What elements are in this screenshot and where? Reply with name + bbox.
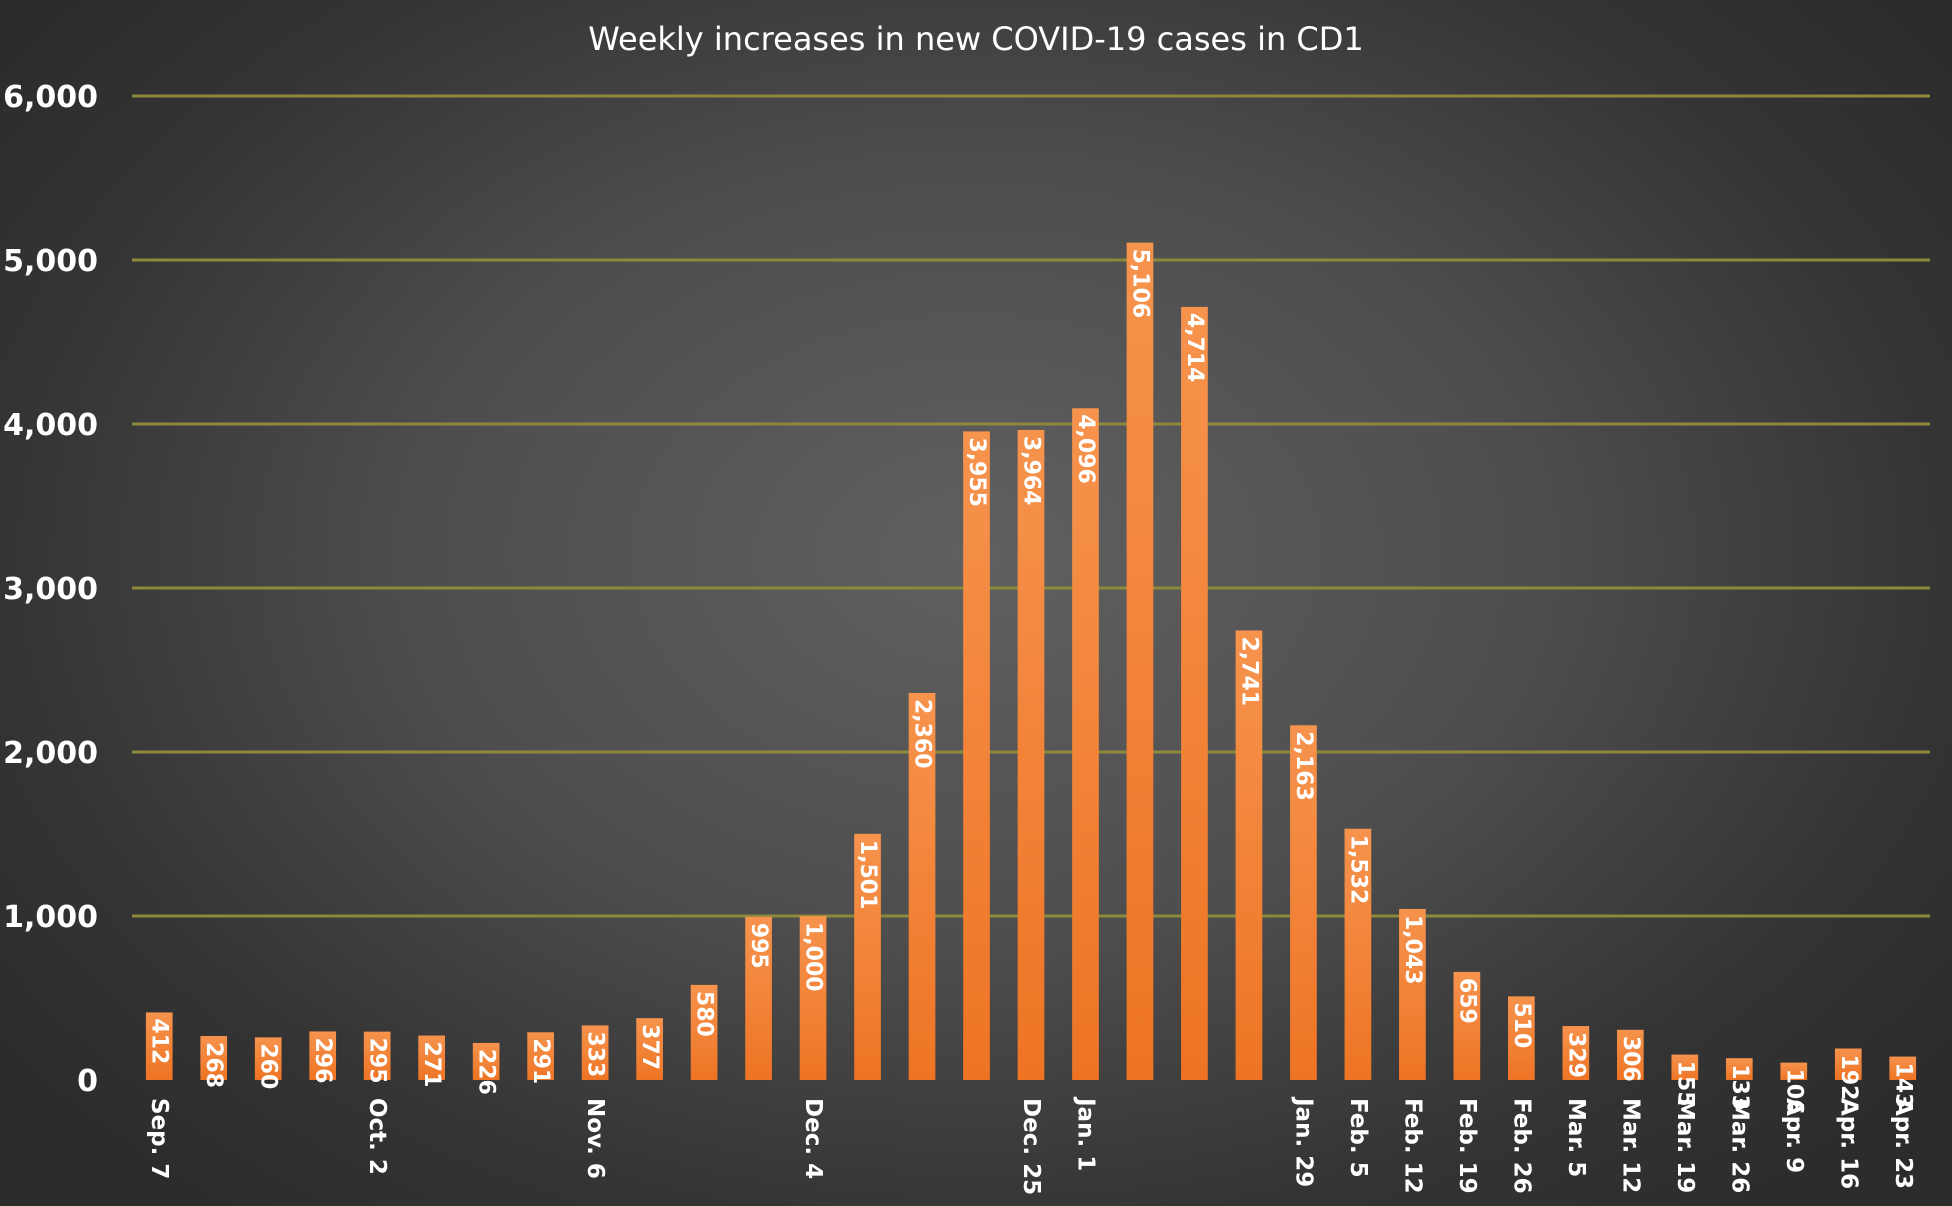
x-axis-ticks: Sep. 7 Oct. 2 Nov. 6 Dec. 4 Dec. 25 Jan. 1 Jan… [146,1096,1916,1195]
data-label: 2,163 [1291,731,1316,801]
data-label: 271 [419,1042,444,1088]
x-tick-label: Apr. 23 [1890,1098,1916,1189]
data-label: 268 [201,1042,226,1088]
bars [145,242,1917,1081]
x-tick-label: Nov. 6 [582,1098,608,1179]
data-label: 291 [528,1038,553,1084]
bar [745,916,772,1080]
x-tick-label: Jan. 29 [1290,1096,1316,1187]
x-tick-label: Dec. 4 [800,1098,826,1179]
data-label: 260 [256,1043,281,1089]
bar [1290,725,1317,1080]
x-tick-label: Apr. 9 [1781,1098,1807,1173]
bar [690,984,718,1080]
data-label: 377 [637,1024,662,1070]
data-label: 5,106 [1127,249,1152,319]
bar [1235,630,1263,1080]
data-label: 1,501 [855,840,880,910]
x-tick-label: Mar. 5 [1563,1098,1589,1177]
data-label: 1,532 [1345,835,1370,905]
y-tick-label: 4,000 [3,408,98,443]
bar [1453,971,1481,1080]
bar [254,1037,282,1080]
data-label: 329 [1563,1032,1588,1078]
x-tick-label: Oct. 2 [364,1098,390,1175]
data-label: 659 [1454,978,1479,1024]
data-label: 2,360 [910,699,935,769]
x-tick-label: Dec. 25 [1018,1098,1044,1195]
bar [200,1036,228,1080]
bar [472,1042,500,1080]
bar [1181,306,1208,1080]
bar [363,1031,391,1080]
data-label: 4,096 [1073,414,1098,484]
y-tick-label: 0 [77,1064,98,1099]
bar [636,1018,663,1080]
bar [145,1012,173,1080]
bar [1725,1058,1753,1080]
x-tick-label: Sep. 7 [146,1098,172,1179]
y-axis-ticks: 0 1,000 2,000 3,000 4,000 5,000 6,000 [3,80,98,1099]
data-label: 2,741 [1236,636,1261,706]
bar [1344,828,1372,1080]
bar [963,431,990,1080]
bar [854,833,881,1080]
data-label: 412 [147,1018,172,1064]
data-label: 155 [1672,1061,1697,1107]
data-label: 333 [583,1031,608,1077]
bar [1889,1056,1917,1080]
bar [309,1031,337,1080]
x-tick-label: Feb. 19 [1454,1098,1480,1194]
data-label: 143 [1890,1063,1915,1109]
y-tick-label: 5,000 [3,244,98,279]
bar [1399,908,1426,1080]
bar [1508,996,1535,1080]
bar [1072,408,1099,1081]
x-tick-label: Feb. 12 [1399,1098,1425,1194]
chart-title: Weekly increases in new COVID-19 cases i… [588,20,1364,58]
bar [1780,1062,1808,1080]
y-tick-label: 3,000 [3,572,98,607]
x-tick-label: Feb. 26 [1508,1098,1534,1194]
data-label: 1,043 [1400,915,1425,985]
data-label: 192 [1836,1055,1861,1101]
x-tick-label: Mar. 26 [1726,1098,1752,1193]
x-tick-label: Feb. 5 [1345,1098,1371,1178]
y-tick-label: 6,000 [3,80,98,115]
data-label: 4,714 [1182,313,1207,383]
data-label: 510 [1509,1002,1534,1048]
data-label: 226 [474,1049,499,1095]
bar [1017,429,1045,1080]
x-tick-label: Jan. 1 [1072,1096,1098,1171]
data-label: 3,964 [1019,436,1044,506]
bar [1562,1026,1590,1080]
bar [1616,1029,1644,1080]
bar [581,1025,609,1080]
x-tick-label: Mar. 12 [1617,1098,1643,1193]
x-tick-label: Mar. 19 [1672,1098,1698,1193]
bar [1126,242,1154,1081]
data-label: 106 [1781,1069,1806,1115]
y-tick-label: 2,000 [3,736,98,771]
data-label: 995 [746,923,771,969]
data-label: 133 [1727,1064,1752,1110]
data-label: 3,955 [964,437,989,507]
data-label: 580 [692,991,717,1037]
y-tick-label: 1,000 [3,900,98,935]
bar [1671,1054,1699,1080]
bar [908,692,936,1080]
data-label: 1,000 [801,922,826,992]
x-tick-label: Apr. 16 [1835,1098,1861,1189]
data-label: 295 [365,1038,390,1084]
bar [799,916,827,1080]
data-labels: 412 268 260 296 295 271 226 291 333 377 580 995 1,00… [147,249,1916,1115]
data-label: 296 [310,1037,335,1083]
bar [418,1035,446,1080]
bar [527,1032,554,1080]
bar [1834,1048,1862,1080]
data-label: 306 [1618,1036,1643,1082]
